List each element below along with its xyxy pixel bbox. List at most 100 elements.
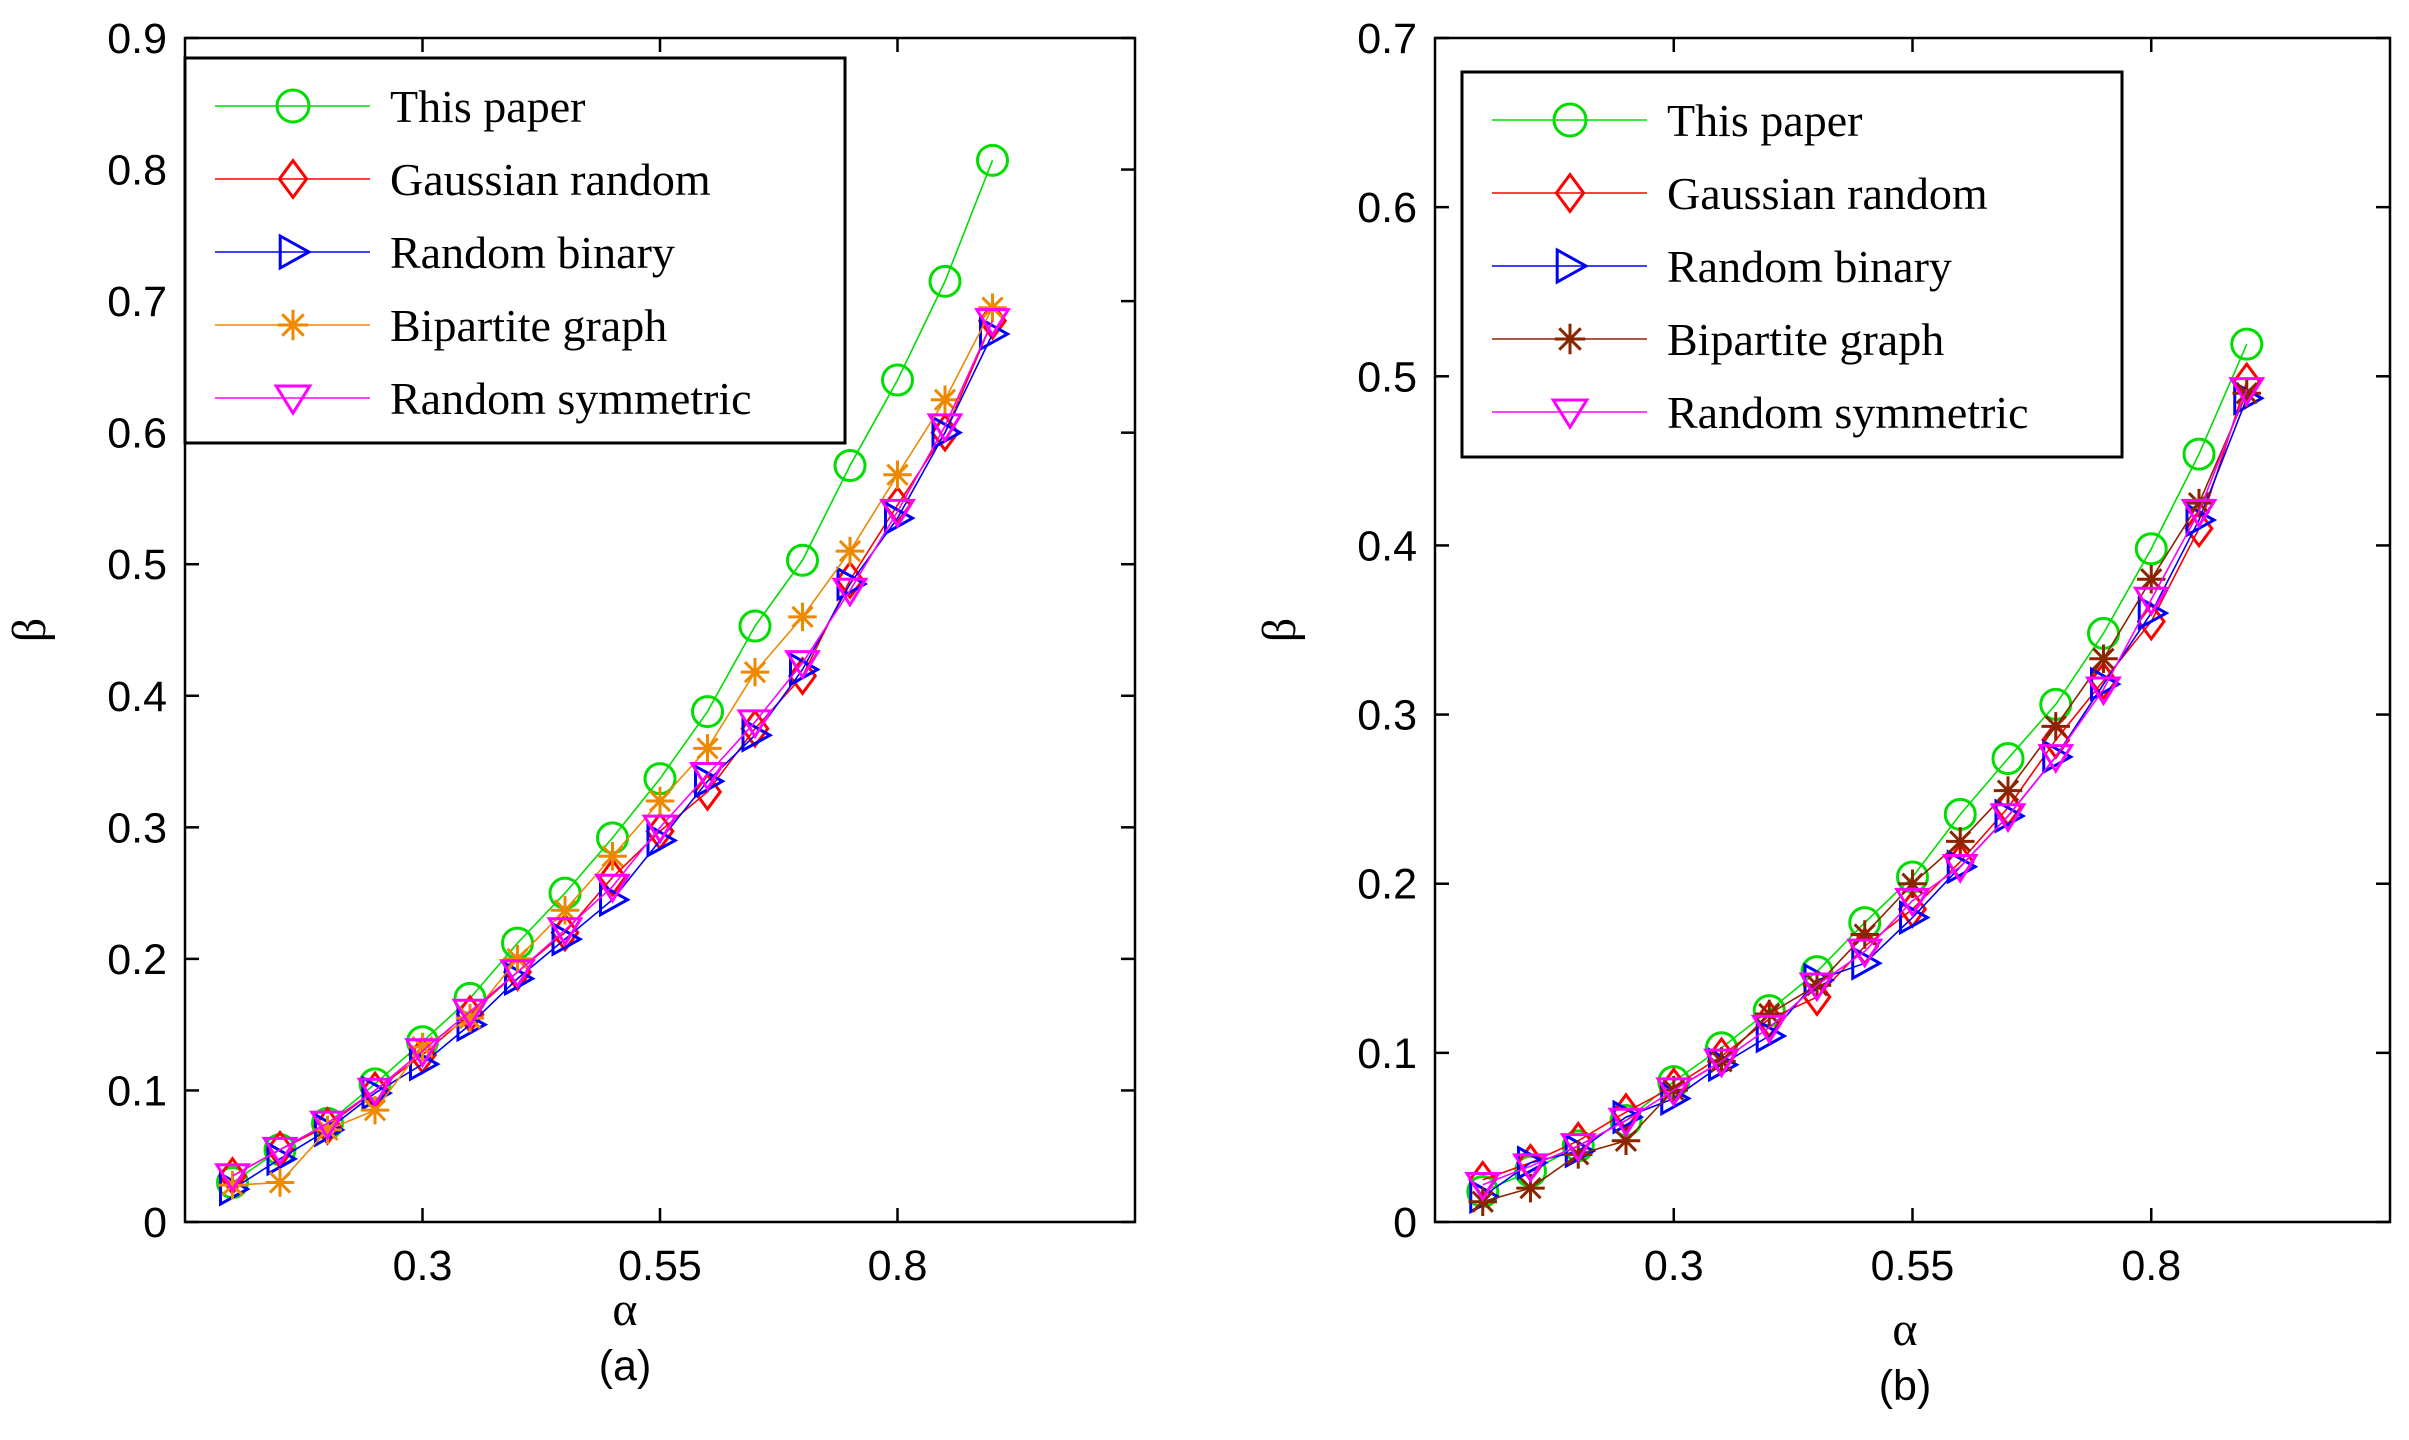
data-point [930, 385, 960, 415]
legend-label: Random symmetric [1667, 387, 2029, 438]
series-bipartite-graph [1468, 378, 2261, 1216]
y-tick-label: 0 [1393, 1199, 1417, 1247]
series-random-symmetric [214, 308, 1011, 1194]
legend-item: Random symmetric [1492, 387, 2029, 438]
series-line [1482, 389, 2248, 1186]
panel-caption: (a) [599, 1342, 652, 1390]
data-point [1946, 827, 1975, 856]
data-point [551, 921, 584, 957]
data-point [1607, 1107, 1645, 1138]
data-point [736, 709, 774, 740]
y-tick-label: 0.2 [107, 936, 167, 984]
legend-label: This paper [1667, 95, 1862, 146]
y-tick-label: 0.6 [1357, 184, 1417, 232]
data-point [2180, 498, 2218, 529]
series-line [232, 160, 994, 1184]
data-point [598, 842, 627, 871]
data-point [309, 1110, 346, 1141]
legend-marker [1555, 247, 1590, 285]
data-point [499, 959, 536, 990]
data-point [1512, 1153, 1549, 1184]
x-tick-label: 0.3 [1644, 1242, 1704, 1290]
data-point [2037, 744, 2075, 774]
data-point [879, 498, 916, 529]
x-axis-label: α [612, 1283, 637, 1336]
chart-panel-b: 0 0.1 0.2 0.3 0.4 0.5 0.6 0.7 0.3 0.55 0.8 α β (b) Thi… [1253, 15, 2392, 1410]
data-point [1798, 972, 1836, 1003]
legend-marker [273, 384, 313, 417]
data-point [261, 1136, 299, 1167]
data-point [646, 822, 679, 859]
data-point [835, 536, 865, 566]
legend-label: Bipartite graph [390, 300, 667, 351]
data-point [2182, 437, 2216, 471]
legend-marker [275, 88, 311, 124]
series-line [232, 320, 994, 1177]
data-point [926, 413, 964, 444]
legend-item: Gaussian random [1492, 168, 1988, 219]
data-point [451, 998, 489, 1029]
data-point [693, 734, 722, 763]
data-point [1894, 887, 1931, 918]
data-point [1846, 938, 1884, 969]
data-point [645, 786, 675, 816]
data-point [883, 460, 912, 490]
legend-label: Bipartite graph [1667, 314, 1944, 365]
data-point [408, 1032, 437, 1062]
legend-marker [1552, 102, 1588, 138]
y-tick-label: 0.9 [107, 15, 167, 63]
data-point [2137, 595, 2170, 631]
data-point [2228, 377, 2266, 407]
legend-item: Random binary [215, 227, 675, 278]
legend-item: Gaussian random [215, 154, 711, 205]
y-tick-label: 0 [143, 1199, 167, 1247]
legend-marker [277, 158, 309, 200]
x-tick-label: 0.8 [2121, 1242, 2181, 1290]
data-point [1516, 1173, 1545, 1203]
data-point [546, 917, 584, 948]
data-point [360, 1095, 390, 1125]
data-point [787, 656, 818, 696]
data-point [784, 650, 821, 680]
legend-marker [277, 309, 309, 341]
legend-label: Gaussian random [1667, 168, 1988, 219]
data-point [1946, 849, 1979, 885]
x-tick-label: 0.3 [393, 1242, 453, 1290]
y-tick-label: 0.4 [107, 673, 167, 721]
data-point [786, 543, 819, 577]
data-point [2137, 565, 2166, 594]
legend-item: Bipartite graph [1492, 314, 1944, 365]
data-point [740, 657, 770, 687]
x-tick-label: 0.55 [618, 1242, 702, 1290]
data-point [1941, 854, 1979, 884]
data-point [218, 1170, 247, 1200]
data-point [641, 814, 679, 845]
data-point [1464, 1172, 1502, 1202]
data-point [979, 316, 1011, 352]
legend-label: Gaussian random [390, 154, 711, 205]
data-point [978, 293, 1007, 322]
data-point [1994, 798, 2027, 834]
legend-item: Random symmetric [215, 373, 752, 424]
y-tick-label: 0.7 [107, 278, 167, 326]
y-tick-label: 0.8 [107, 147, 167, 195]
data-point [2184, 488, 2214, 518]
y-tick-label: 0.3 [1357, 692, 1417, 740]
data-point [455, 1003, 485, 1033]
panel-caption: (b) [1879, 1362, 1932, 1410]
y-tick-label: 0.3 [107, 804, 167, 852]
data-point [550, 895, 580, 925]
legend-marker [1554, 323, 1586, 355]
data-point [2134, 532, 2168, 566]
y-tick-label: 0.1 [107, 1067, 167, 1115]
data-point [265, 1168, 295, 1197]
legend-marker [278, 233, 313, 271]
x-tick-label: 0.55 [1871, 1242, 1955, 1290]
legend-label: This paper [390, 81, 585, 132]
data-point [1993, 776, 2023, 805]
legend: This paper Gaussian random Random binary Bi… [183, 56, 847, 445]
data-point [2041, 712, 2070, 741]
data-point [2132, 586, 2170, 617]
legend-item: This paper [215, 81, 585, 132]
legend-label: Random binary [390, 227, 675, 278]
